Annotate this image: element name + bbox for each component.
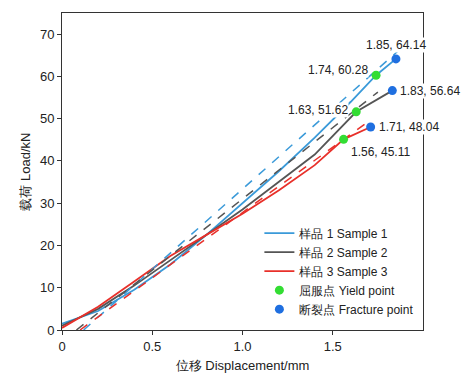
svg-text:1.85, 64.14: 1.85, 64.14 [366, 38, 426, 52]
svg-text:断裂点 Fracture point: 断裂点 Fracture point [299, 303, 413, 317]
svg-text:0: 0 [47, 323, 54, 338]
svg-text:1.0: 1.0 [233, 339, 251, 354]
svg-text:50: 50 [40, 111, 54, 126]
svg-text:1.83, 56.64: 1.83, 56.64 [400, 84, 460, 98]
svg-text:1.5: 1.5 [324, 339, 342, 354]
svg-text:位移 Displacement/mm: 位移 Displacement/mm [176, 358, 310, 373]
svg-text:20: 20 [40, 238, 54, 253]
svg-text:样品 1 Sample 1: 样品 1 Sample 1 [299, 227, 387, 241]
svg-text:0: 0 [58, 339, 65, 354]
svg-text:样品 2 Sample 2: 样品 2 Sample 2 [299, 246, 387, 260]
svg-text:样品 3 Sample 3: 样品 3 Sample 3 [299, 265, 387, 279]
svg-text:60: 60 [40, 69, 54, 84]
svg-text:40: 40 [40, 153, 54, 168]
svg-text:0.5: 0.5 [143, 339, 161, 354]
svg-text:1.63, 51.62: 1.63, 51.62 [288, 103, 348, 117]
svg-text:70: 70 [40, 27, 54, 42]
svg-text:屈服点 Yield point: 屈服点 Yield point [299, 284, 395, 298]
svg-text:10: 10 [40, 280, 54, 295]
svg-text:载荷 Load/kN: 载荷 Load/kN [18, 132, 33, 210]
svg-text:1.71, 48.04: 1.71, 48.04 [379, 120, 439, 134]
svg-text:1.56, 45.11: 1.56, 45.11 [351, 145, 410, 159]
svg-text:30: 30 [40, 196, 54, 211]
svg-text:1.74, 60.28: 1.74, 60.28 [308, 63, 368, 77]
